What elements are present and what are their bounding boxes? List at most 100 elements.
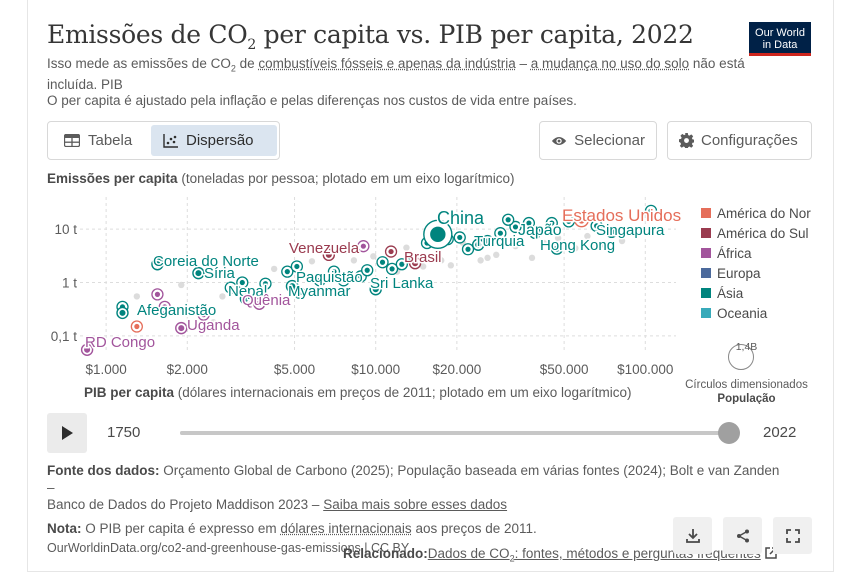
timeline-handle[interactable]	[718, 422, 740, 444]
labeled-point[interactable]	[605, 225, 618, 239]
fullscreen-button[interactable]	[773, 517, 812, 554]
data-point[interactable]	[197, 308, 210, 321]
data-point[interactable]	[502, 213, 515, 226]
timeline-start-year[interactable]: 1750	[107, 424, 141, 441]
legend-item[interactable]: América do Sul	[701, 223, 811, 243]
share-icon	[736, 529, 749, 542]
point-label: Singapura	[596, 222, 665, 239]
legend-label: Europa	[717, 265, 761, 281]
data-point[interactable]	[151, 288, 164, 301]
data-point[interactable]	[281, 265, 294, 278]
labeled-point[interactable]	[80, 343, 94, 356]
faded-point	[427, 253, 434, 260]
data-point[interactable]	[545, 216, 558, 230]
labeled-point[interactable]	[116, 306, 129, 320]
learn-more-link[interactable]: Saiba mais sobre esses dados	[323, 497, 508, 512]
data-point[interactable]	[590, 219, 603, 233]
eye-icon	[551, 136, 567, 145]
labeled-point[interactable]	[550, 242, 564, 255]
source-url[interactable]: OurWorldinData.org/co2-and-greenhouse-ga…	[47, 541, 410, 555]
labeled-point[interactable]	[408, 257, 422, 270]
data-point[interactable]	[385, 262, 399, 276]
play-icon	[62, 426, 73, 440]
point-label: Estados Unidos	[562, 206, 681, 225]
data-point[interactable]	[130, 320, 143, 333]
tab-scatter[interactable]: Dispersão	[151, 125, 277, 156]
legend-swatch	[701, 288, 711, 298]
share-button[interactable]	[723, 517, 762, 554]
select-button[interactable]: Selecionar	[539, 121, 657, 160]
labeled-point[interactable]	[574, 212, 590, 228]
x-tick-label: $50.000	[540, 362, 589, 377]
data-point[interactable]	[290, 260, 304, 273]
faded-point	[178, 281, 185, 289]
data-point[interactable]	[236, 276, 249, 289]
timeline-fill	[180, 431, 729, 435]
data-point[interactable]	[384, 245, 398, 258]
labeled-point[interactable]	[253, 297, 266, 310]
data-point[interactable]	[327, 265, 341, 278]
data-point[interactable]	[494, 227, 507, 240]
data-point[interactable]	[644, 204, 658, 218]
intl-dollars-link[interactable]: dólares internacionais	[280, 521, 412, 536]
owid-logo[interactable]: Our World in Data	[749, 22, 811, 56]
download-button[interactable]	[673, 517, 712, 554]
labeled-point[interactable]	[528, 226, 542, 240]
expand-icon	[785, 528, 800, 543]
data-point[interactable]	[361, 264, 374, 277]
labeled-point[interactable]	[369, 283, 382, 296]
tab-table-label: Tabela	[88, 132, 133, 149]
point-label: Afeganistão	[137, 302, 216, 319]
point-label: RD Congo	[85, 334, 155, 351]
faded-point	[438, 257, 445, 264]
data-point[interactable]	[453, 231, 466, 244]
legend-item[interactable]: África	[701, 243, 811, 263]
faded-point	[308, 258, 316, 265]
faded-point	[343, 247, 350, 255]
data-point[interactable]	[509, 220, 522, 234]
data-point[interactable]	[522, 216, 536, 230]
data-point[interactable]	[376, 256, 389, 269]
legend-item[interactable]: Oceania	[701, 303, 811, 323]
gear-icon	[679, 133, 694, 148]
data-point[interactable]	[313, 274, 326, 287]
data-point[interactable]	[259, 277, 272, 290]
land-use-link[interactable]: a mudança no uso do solo	[530, 56, 690, 71]
data-point[interactable]	[337, 274, 350, 287]
data-point[interactable]	[395, 258, 408, 271]
labeled-point[interactable]	[423, 219, 453, 250]
legend-item[interactable]: Ásia	[701, 283, 811, 303]
faded-point	[133, 293, 141, 300]
data-point[interactable]	[158, 300, 171, 314]
labeled-point[interactable]	[239, 292, 253, 305]
legend-swatch	[701, 248, 711, 258]
settings-button[interactable]: Configurações	[667, 121, 812, 160]
data-point[interactable]	[224, 281, 237, 294]
legend-item[interactable]: América do Norte	[701, 203, 811, 223]
labeled-point[interactable]	[175, 321, 188, 335]
data-point[interactable]	[461, 243, 475, 256]
labeled-point[interactable]	[192, 266, 205, 280]
labeled-point[interactable]	[151, 258, 164, 271]
size-legend-circle	[728, 344, 754, 370]
timeline-track[interactable]	[180, 431, 729, 435]
legend-item[interactable]: Europa	[701, 263, 811, 283]
labeled-point[interactable]	[292, 286, 306, 299]
data-sources: Fonte dos dados: Orçamento Global de Car…	[47, 463, 780, 512]
tab-table[interactable]: Tabela	[52, 125, 150, 156]
labeled-point[interactable]	[472, 238, 485, 251]
faded-point	[270, 265, 278, 273]
region-legend: América do Norte América do Sul África Euro…	[701, 203, 811, 323]
labeled-point[interactable]	[322, 248, 336, 262]
faded-point	[632, 230, 639, 237]
timeline-end-year[interactable]: 2022	[763, 424, 797, 441]
x-tick-label: $1.000	[85, 362, 126, 377]
download-icon	[685, 529, 700, 543]
settings-label: Configurações	[701, 132, 798, 149]
point-label: Coreia do Norte	[153, 253, 259, 270]
data-point[interactable]	[357, 240, 370, 253]
play-button[interactable]	[47, 413, 87, 453]
fossil-fuels-link[interactable]: combustíveis fósseis e apenas da indústr…	[258, 56, 516, 71]
faded-point	[554, 234, 562, 242]
scatter-icon	[163, 133, 178, 148]
